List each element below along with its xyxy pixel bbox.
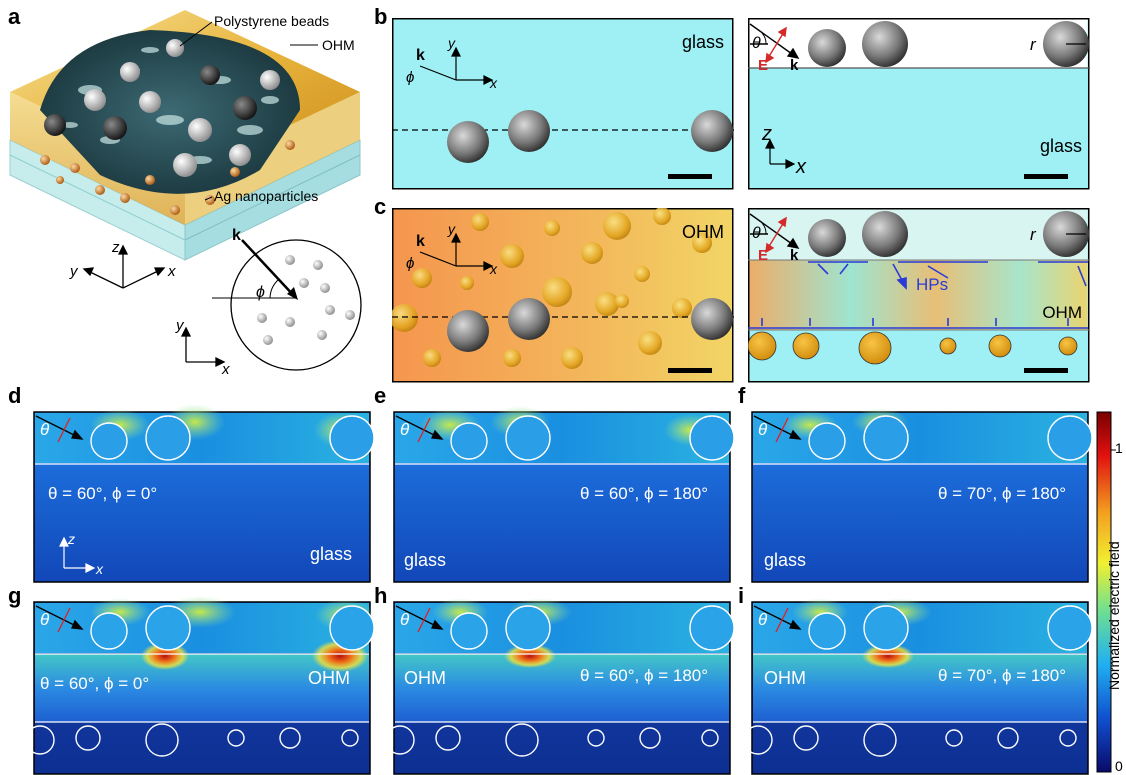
b-phi-label: ϕ xyxy=(406,69,414,86)
map-f-theta: θ xyxy=(758,420,768,439)
colorbar-tick-max: 1 xyxy=(1115,440,1123,456)
c-k-label: k xyxy=(416,233,425,250)
b-z-label: z xyxy=(761,123,772,145)
axes-3d xyxy=(82,244,166,289)
panel-b-left: k y x ϕ glass xyxy=(392,18,734,190)
c-x-label: x xyxy=(489,261,498,277)
map-e-params: θ = 60°, ϕ = 180° xyxy=(580,484,709,503)
map-g-params: θ = 60°, ϕ = 0° xyxy=(40,674,150,693)
panel-label-e: e xyxy=(374,383,387,408)
map-f-params: θ = 70°, ϕ = 180° xyxy=(938,484,1067,503)
b-k2-label: k xyxy=(790,57,799,74)
ohm-label-a: OHM xyxy=(322,37,355,53)
c-k2-label: k xyxy=(790,247,799,264)
c-r-label: r xyxy=(1030,225,1037,244)
b-glass-label: glass xyxy=(682,32,724,52)
panel-label-h: h xyxy=(374,583,388,608)
panel-label-b: b xyxy=(374,4,388,29)
panel-c-left: k y x ϕ OHM xyxy=(392,208,734,383)
axis-y-label: y xyxy=(69,263,79,280)
map-d-axes: z x xyxy=(59,531,104,577)
scale-bar xyxy=(668,174,712,179)
axis-x-label: x xyxy=(167,263,176,280)
beads-label: Polystyrene beads xyxy=(214,13,329,29)
c-E-label: E xyxy=(758,247,768,264)
c-ohm2-label: OHM xyxy=(1042,303,1082,322)
map-f-medium: glass xyxy=(764,550,807,570)
map-h-params: θ = 60°, ϕ = 180° xyxy=(580,666,709,685)
b-x2-label: x xyxy=(795,156,807,178)
map-i-medium: OHM xyxy=(764,668,806,688)
b-x-label: x xyxy=(489,75,498,91)
c-theta-label: θ xyxy=(752,225,761,242)
panel-a-schematic: Polystyrene beads OHM Ag nanoparticles z… xyxy=(9,10,362,378)
b-r-label: r xyxy=(1030,35,1037,54)
axis-y2-label: y xyxy=(175,317,185,334)
b-k-label: k xyxy=(416,47,425,64)
phi-label-a: ϕ xyxy=(256,284,265,301)
hps-label: HPs xyxy=(916,275,948,294)
map-d-z: z xyxy=(67,531,75,547)
map-d-x: x xyxy=(95,561,104,577)
map-h-theta: θ xyxy=(400,610,410,629)
b-y-label: y xyxy=(447,35,456,51)
b-theta-label: θ xyxy=(752,35,761,52)
b-E-label: E xyxy=(758,57,768,74)
map-g-theta: θ xyxy=(40,610,50,629)
panel-label-c: c xyxy=(374,194,387,219)
map-i-params: θ = 70°, ϕ = 180° xyxy=(938,666,1067,685)
ag-label: Ag nanoparticles xyxy=(214,188,318,204)
panel-label-a: a xyxy=(8,4,21,29)
panel-b-right: θ E k r z x glass xyxy=(748,18,1090,190)
b-glass2-label: glass xyxy=(1040,136,1082,156)
colorbar-tick-min: 0 xyxy=(1115,758,1123,774)
k-label-a: k xyxy=(232,227,241,244)
axis-z-label: z xyxy=(111,239,120,256)
map-d-medium: glass xyxy=(310,544,353,564)
panel-label-d: d xyxy=(8,383,22,408)
map-g-medium: OHM xyxy=(308,668,350,688)
map-d-theta: θ xyxy=(40,420,50,439)
panel-label-f: f xyxy=(738,383,746,408)
c-ohm-label: OHM xyxy=(682,222,724,242)
map-i-theta: θ xyxy=(758,610,768,629)
map-d-params: θ = 60°, ϕ = 0° xyxy=(48,484,158,503)
c-y-label: y xyxy=(447,221,456,237)
map-e-theta: θ xyxy=(400,420,410,439)
panel-label-g: g xyxy=(8,583,22,608)
colorbar-title: Normalized electric field xyxy=(1106,541,1122,690)
c-phi-label: ϕ xyxy=(406,255,414,272)
map-e-medium: glass xyxy=(404,550,447,570)
map-h-medium: OHM xyxy=(404,668,446,688)
panel-label-i: i xyxy=(738,583,745,608)
top-view-circle xyxy=(230,239,362,371)
panel-c-right: θ E k r HPs OHM xyxy=(748,208,1090,383)
axis-x2-label: x xyxy=(221,361,230,378)
